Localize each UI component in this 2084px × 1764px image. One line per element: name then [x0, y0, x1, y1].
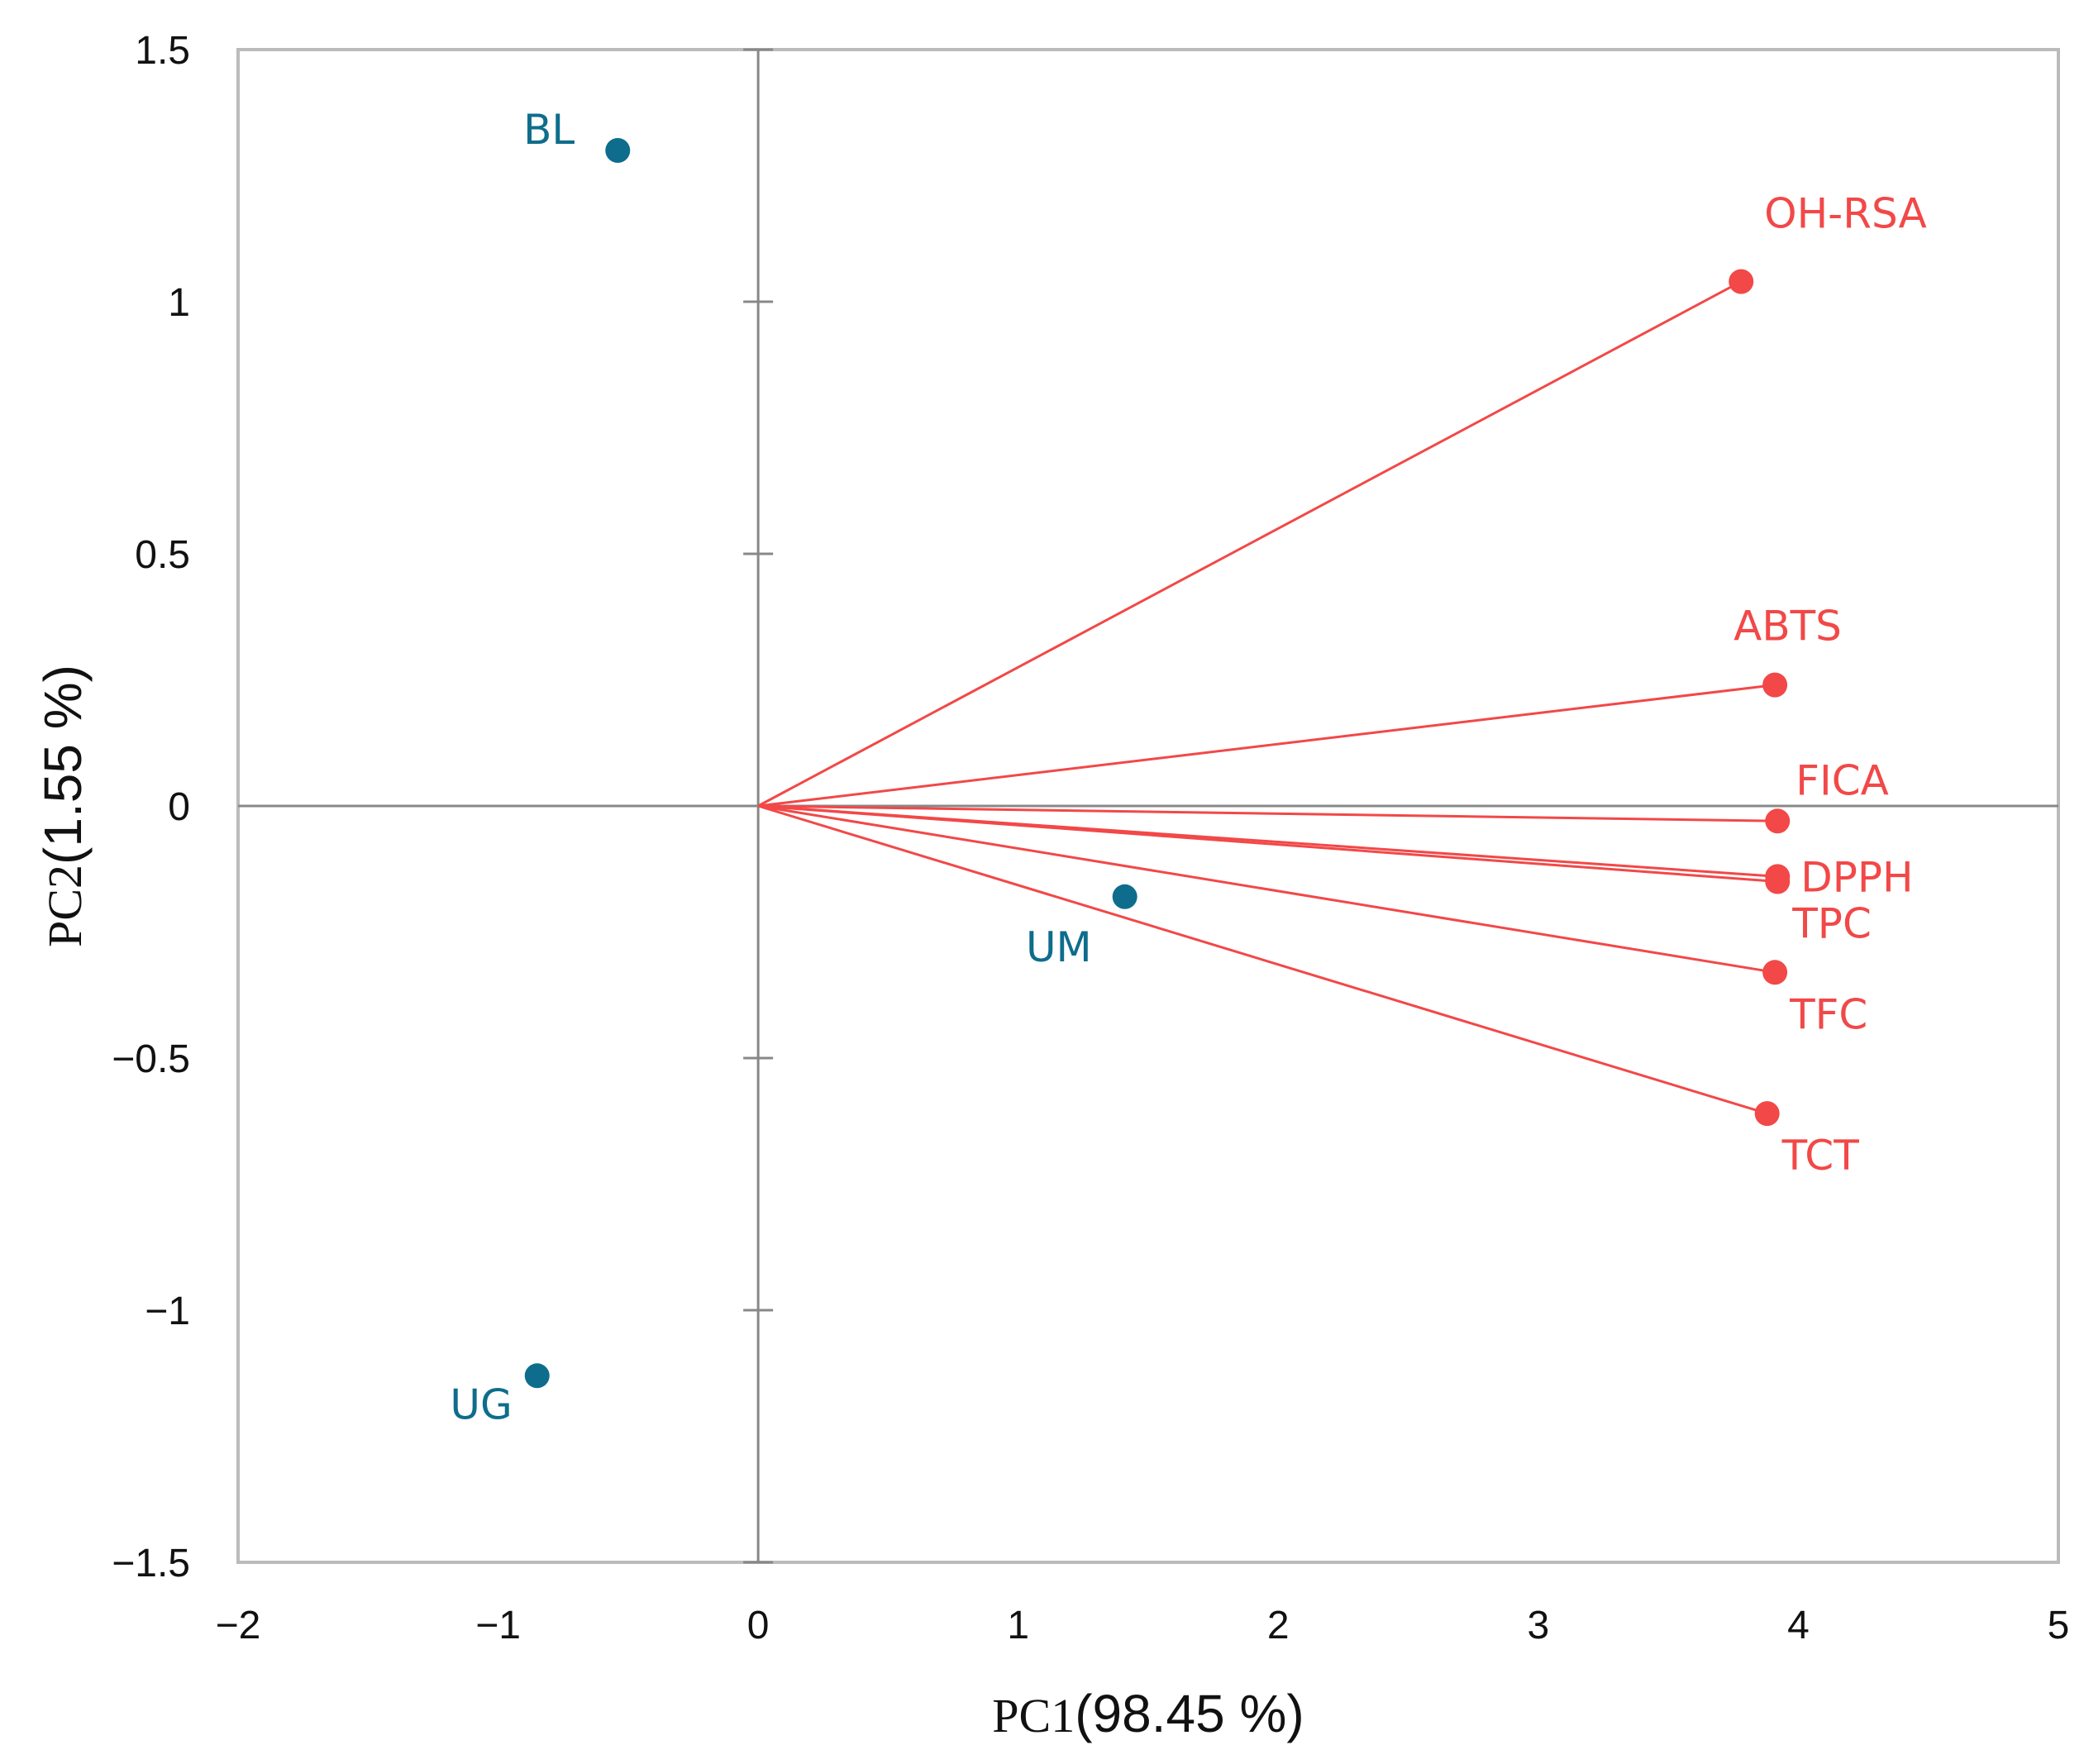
score-point-ug — [524, 1363, 550, 1389]
axes-layer — [238, 48, 2058, 1564]
loading-vector-tfc — [757, 804, 1776, 974]
y-ticks: 1.5 1 0.5 0 −0.5 −1 −1.5 — [112, 29, 190, 1585]
loading-vector-oh-rsa — [757, 280, 1742, 808]
x-tick-label: −2 — [216, 1604, 261, 1647]
loading-label-fica: FICA — [1795, 756, 1889, 804]
y-tick-label: −1.5 — [112, 1542, 190, 1585]
x-tick-label: 3 — [1528, 1604, 1550, 1647]
y-axis-title-prefix: PC2 — [38, 865, 92, 947]
x-axis-title-prefix: PC1 — [992, 1689, 1075, 1743]
loading-point-tfc — [1762, 960, 1788, 985]
y-tick-label: −1 — [145, 1290, 190, 1333]
x-tick-label: 1 — [1007, 1604, 1029, 1647]
loading-point-abts — [1762, 672, 1788, 698]
y-axis-title: PC2(1.55 %) — [33, 665, 93, 947]
x-tick-label: 4 — [1787, 1604, 1810, 1647]
loading-label-oh-rsa: OH-RSA — [1764, 190, 1927, 238]
score-points: BL UM UG — [450, 106, 1137, 1428]
score-point-bl — [605, 138, 631, 163]
loading-label-tfc: TFC — [1789, 990, 1867, 1038]
y-tick-label: 1.5 — [135, 29, 190, 73]
y-tick-label: 0.5 — [135, 533, 190, 577]
loading-vector-abts — [757, 684, 1776, 808]
loading-point-tct — [1754, 1101, 1780, 1127]
loading-label-abts: ABTS — [1733, 603, 1842, 651]
x-tick-label: −1 — [475, 1604, 521, 1647]
loading-label-tpc: TPC — [1791, 900, 1872, 948]
loading-label-dpph: DPPH — [1800, 853, 1913, 901]
y-tick-label: 1 — [168, 281, 190, 325]
loading-point-oh-rsa — [1729, 269, 1754, 294]
y-tick-label: −0.5 — [112, 1037, 190, 1081]
score-point-um — [1112, 884, 1137, 909]
x-ticks: −2 −1 0 1 2 3 4 5 — [216, 1604, 2070, 1647]
loading-vector-tpc — [758, 804, 1778, 883]
score-label-um: UM — [1026, 923, 1092, 971]
x-axis-title-value: (98.45 %) — [1075, 1684, 1304, 1743]
x-tick-label: 0 — [747, 1604, 770, 1647]
y-tick-label: 0 — [168, 785, 190, 829]
loading-point-fica — [1765, 808, 1791, 834]
x-axis-title: PC1(98.45 %) — [992, 1684, 1304, 1743]
y-axis-title-value: (1.55 %) — [33, 665, 93, 865]
score-label-bl: BL — [523, 106, 575, 154]
loading-vector-fica — [758, 804, 1778, 822]
score-label-ug: UG — [450, 1380, 512, 1428]
loading-vector-tct — [757, 804, 1768, 1115]
x-tick-label: 2 — [1267, 1604, 1290, 1647]
loading-point-tpc — [1765, 869, 1791, 894]
loading-label-tct: TCT — [1781, 1132, 1860, 1180]
x-tick-label: 5 — [2048, 1604, 2070, 1647]
